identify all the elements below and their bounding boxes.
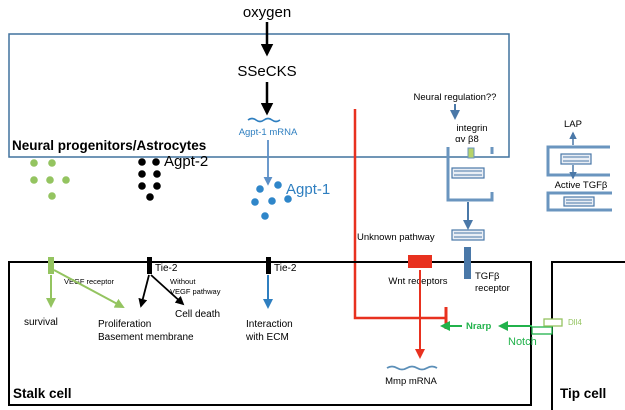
tgfb-latent-complex xyxy=(451,229,485,241)
interaction-label-1: Interaction xyxy=(246,319,293,330)
oxygen-label: oxygen xyxy=(243,4,291,21)
tie2-to-proliferation-arrow xyxy=(138,274,150,308)
stalk-cell-label: Stalk cell xyxy=(13,386,72,401)
neural-progenitors-box xyxy=(8,33,510,158)
active-tgfb-label: Active TGFβ xyxy=(555,180,608,191)
tie2-receptor-right xyxy=(266,257,271,274)
lap-complex xyxy=(546,145,610,177)
unknown-pathway-label: Unknown pathway xyxy=(357,232,435,243)
without-vegf-label-2: VEGF pathway xyxy=(170,287,221,296)
basement-membrane-label: Basement membrane xyxy=(98,332,194,343)
tip-cell-label: Tip cell xyxy=(560,386,606,401)
dll4-ligand xyxy=(543,318,563,327)
tie2-to-cell-death-arrow xyxy=(150,274,185,306)
tip-cell-box xyxy=(551,261,625,410)
integrin-complex xyxy=(446,147,494,202)
survival-label: survival xyxy=(24,317,58,328)
agpt1-mrna-wave xyxy=(247,117,281,123)
tie2-left-label: Tie-2 xyxy=(155,263,178,274)
cell-death-label: Cell death xyxy=(175,309,220,320)
agpt2-label: Agpt-2 xyxy=(164,153,208,170)
integrin-sub-label: αv β8 xyxy=(455,134,479,145)
proliferation-label: Proliferation xyxy=(98,319,151,330)
agpt1-mrna-label: Agpt-1 mRNA xyxy=(239,127,298,138)
notch-label: Notch xyxy=(508,336,537,348)
neural-box-title: Neural progenitors/Astrocytes xyxy=(12,138,206,153)
wnt-receptor xyxy=(408,255,432,268)
tie2-receptor-left xyxy=(147,257,152,274)
dll4-label: Dll4 xyxy=(568,318,582,327)
tgfb-receptor xyxy=(464,247,471,279)
wnt-receptors-label: Wnt receptors xyxy=(388,276,447,287)
ssecks-label: SSeCKS xyxy=(237,63,296,80)
mmp-mrna-label: Mmp mRNA xyxy=(385,376,437,387)
notch-receptor xyxy=(531,326,553,335)
agpt1-ligand-dots xyxy=(251,181,292,220)
lap-label: LAP xyxy=(564,119,582,130)
vegf-receptor xyxy=(48,257,54,274)
tgfb-receptor-label-1: TGFβ xyxy=(475,271,500,282)
tie2-right-label: Tie-2 xyxy=(274,263,297,274)
released-tgfb-complex xyxy=(546,191,612,212)
vegf-ligand-dots xyxy=(30,159,70,200)
vegf-receptor-label: VEGF receptor xyxy=(64,277,115,286)
agpt2-ligand-dots xyxy=(138,158,161,201)
mmp-mrna-wave xyxy=(386,365,438,371)
nrarp-label: Nrarp xyxy=(466,321,492,332)
unknown-pathway-inhibition xyxy=(353,109,446,320)
integrin-label: integrin xyxy=(456,123,487,134)
without-vegf-label-1: Without xyxy=(170,277,196,286)
agpt1-label: Agpt-1 xyxy=(286,181,330,198)
vegf-to-proliferation-arrow xyxy=(53,269,125,308)
neural-regulation-label: Neural regulation?? xyxy=(414,92,497,103)
tgfb-receptor-label-2: receptor xyxy=(475,283,510,294)
interaction-label-2: with ECM xyxy=(245,332,289,343)
